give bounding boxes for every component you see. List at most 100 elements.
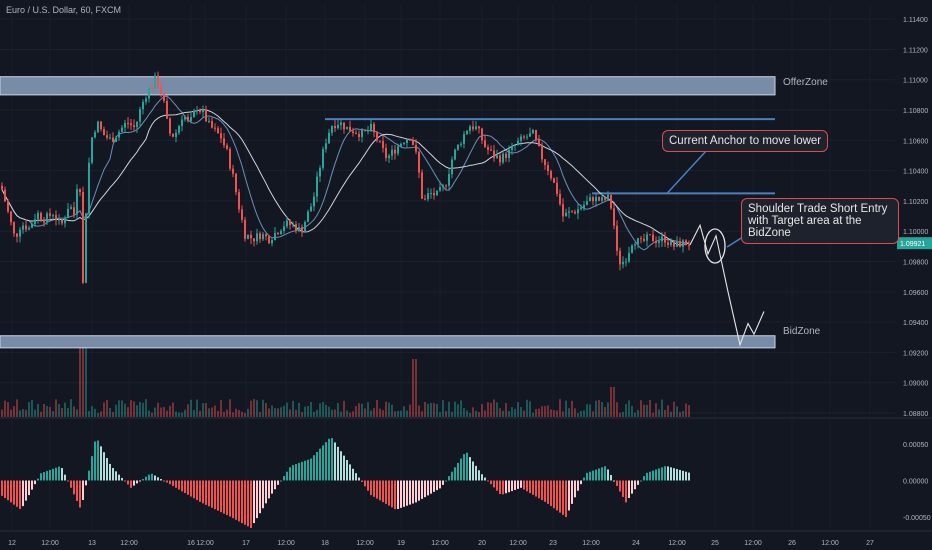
oscillator-bar [457,462,459,481]
price-tick-label: 1.10800 [903,108,928,115]
candle-body [406,139,408,143]
candle-body [106,135,108,138]
volume-bar [103,402,105,417]
candle-body [67,208,69,218]
candle-body [466,130,468,135]
oscillator-bar [619,480,621,492]
candle-body [658,241,660,243]
volume-bar [667,405,669,417]
volume-bar [55,399,57,417]
volume-bar [124,403,126,417]
volume-bar [241,411,243,417]
volume-bar [403,406,405,417]
volume-bar [400,410,402,417]
time-tick-label: 23 [549,540,557,547]
time-axis: 12 12:00 13 12:00 16 12:00 17 12:00 18 12:00 19 12:… [8,540,874,547]
volume-bar [337,402,339,417]
volume-bar [394,411,396,417]
candle-body [175,132,177,137]
candle-body [211,120,213,128]
candle-body [628,252,630,262]
time-tick-label: 13 [88,540,96,547]
volume-bar [652,412,654,417]
oscillator-bar [520,480,522,488]
candle-body [7,201,9,212]
volume-bar [175,411,177,417]
volume-bar [277,408,279,417]
oscillator-bar [625,480,627,503]
volume-bar [346,410,348,417]
time-tick-label: 12:00 [582,540,600,547]
volume-bar [499,408,501,417]
volume-bar [40,411,42,417]
candle-body [460,143,462,145]
oscillator-bar [175,480,177,488]
oscillator-bar [184,480,186,494]
oscillator-bar [181,480,183,492]
candle-body [502,153,504,163]
candle-body [361,129,363,138]
volume-bar [118,400,120,417]
oscillator-bar [565,480,567,518]
volume-bar [283,405,285,417]
oscillator-bar [160,479,162,481]
candle-body [469,126,471,131]
candle-body [22,225,24,230]
volume-bar [361,403,363,417]
volume-bar [244,412,246,417]
volume-bar [466,410,468,417]
candle-body [421,172,423,199]
volume-bar [292,400,294,417]
time-tick-label: 24 [632,540,640,547]
oscillator-bar [193,480,195,499]
volume-bar [460,400,462,417]
candle-body [493,150,495,158]
volume-bar [490,402,492,417]
volume-bar [247,408,249,417]
volume-bar [67,407,69,417]
candle-body [187,116,189,122]
volume-bar [358,403,360,417]
volume-bar [73,406,75,417]
volume-bar [178,412,180,417]
oscillator-bar [136,480,138,484]
volume-bar [16,399,18,417]
volume-bar [202,403,204,417]
volume-bar [487,402,489,417]
candle-body [439,187,441,191]
candle-body [487,147,489,150]
time-tick-label: 17 [242,540,250,547]
anchor-callout-pointer [666,149,708,194]
candle-body [598,196,600,201]
candle-body [124,122,126,128]
volume-bar [313,411,315,417]
candle-body [103,129,105,136]
oscillator-bar [262,480,264,509]
oscillator-bar [601,467,603,481]
candle-body [76,189,78,215]
volume-bar [64,402,66,417]
candle-body [82,191,84,283]
oscillator-bar [31,480,33,490]
price-tick-label: 1.10600 [903,138,928,145]
time-tick-label: 12:00 [277,540,295,547]
volume-bar [412,359,414,417]
time-tick-label: 12:00 [821,540,839,547]
volume-bar [496,402,498,417]
volume-bar [169,405,171,417]
volume-bar [550,409,552,417]
oscillator-bar [304,460,306,481]
oscillator-bar [421,480,423,499]
volume-bar [478,412,480,417]
current-price-label: 1.09921 [900,241,925,248]
oscillator-bar [214,480,216,510]
candle-body [574,211,576,214]
volume-bar [439,412,441,417]
volume-bar [37,403,39,417]
volume-bar [664,409,666,417]
candle-body [298,227,300,232]
oscillator-bar [4,480,6,499]
volume-bar [265,403,267,417]
volume-bar [208,408,210,417]
